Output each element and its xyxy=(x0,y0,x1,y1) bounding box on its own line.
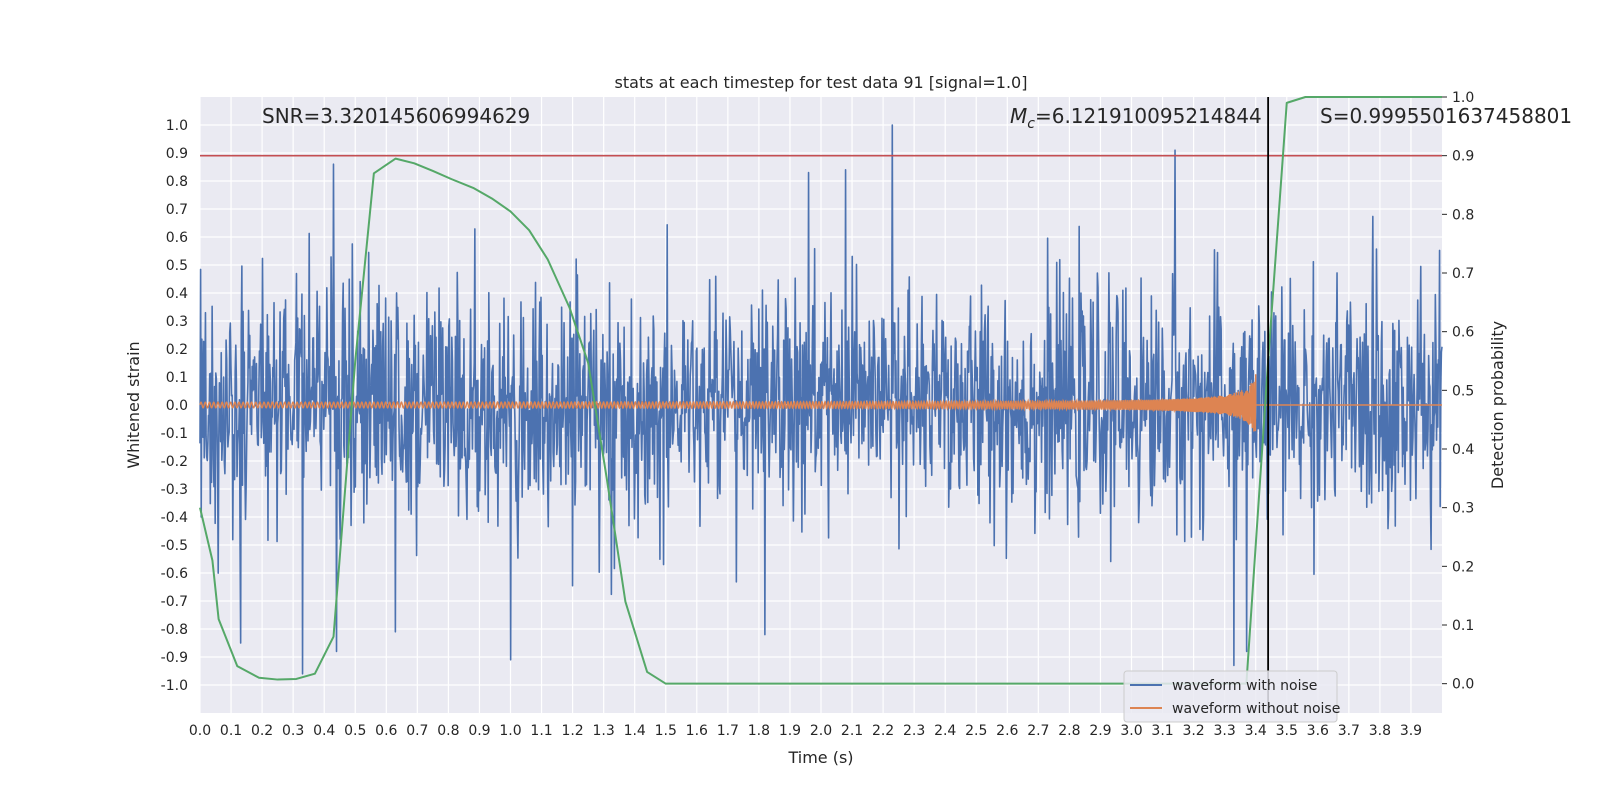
x-tick-label: 2.6 xyxy=(996,723,1018,739)
y-tick-label: -0.2 xyxy=(161,454,188,470)
x-tick-label: 2.4 xyxy=(934,723,956,739)
legend-box xyxy=(1123,670,1338,723)
x-tick-label: 0.7 xyxy=(406,723,428,739)
y2-tick-label: 0.6 xyxy=(1452,325,1474,341)
x-tick-label: 2.2 xyxy=(872,723,894,739)
mc-subscript: c xyxy=(1027,116,1035,132)
series-waveform-without-noise xyxy=(199,374,1442,432)
x-tick-label: 3.8 xyxy=(1369,723,1391,739)
x-tick-label: 2.0 xyxy=(810,723,832,739)
s-annotation: S=0.9995501637458801 xyxy=(1320,104,1572,128)
series-detection-probability xyxy=(199,96,1442,685)
axis-layer: 0.0 0.1 0.2 0.3 0.4 0.5 0.6 0.7 0.8 0.9 1.0 1.1 1.2 1… xyxy=(161,90,1475,739)
y2-tick-label: 0.2 xyxy=(1452,559,1474,575)
y-tick-label: -0.1 xyxy=(161,426,188,442)
y-tick-label: 0.6 xyxy=(166,230,188,246)
mc-annotation: Mc=6.121910095214844 xyxy=(1010,104,1262,132)
y-tick-label: 0.0 xyxy=(166,398,188,414)
x-tick-label: 1.7 xyxy=(717,723,739,739)
x-tick-label: 0.6 xyxy=(375,723,397,739)
x-tick-label: 3.4 xyxy=(1245,723,1267,739)
x-tick-label: 0.8 xyxy=(437,723,459,739)
y-tick-label: -0.6 xyxy=(161,566,188,582)
y2-tick-label: 0.7 xyxy=(1452,266,1474,282)
y-tick-label: -0.3 xyxy=(161,482,188,498)
series-layer xyxy=(199,96,1443,713)
x-tick-label: 3.1 xyxy=(1151,723,1173,739)
y2-tick-label: 0.5 xyxy=(1452,383,1474,399)
x-tick-label: 1.3 xyxy=(593,723,615,739)
y2-tick-label: 0.8 xyxy=(1452,207,1474,223)
y-tick-label: 0.3 xyxy=(166,314,188,330)
x-tick-label: 2.9 xyxy=(1089,723,1111,739)
legend-label-without-noise: waveform without noise xyxy=(1172,701,1340,717)
y-tick-label: 0.1 xyxy=(166,370,188,386)
x-tick-label: 0.4 xyxy=(313,723,335,739)
x-tick-label: 0.9 xyxy=(468,723,490,739)
x-tick-label: 0.2 xyxy=(251,723,273,739)
mc-symbol: M xyxy=(1010,104,1027,128)
y-tick-label: -0.9 xyxy=(161,650,188,666)
x-tick-label: 3.6 xyxy=(1307,723,1329,739)
legend: waveform with noise waveform without noi… xyxy=(1123,670,1340,723)
chart-title: stats at each timestep for test data 91 … xyxy=(615,73,1028,92)
x-axis-label: Time (s) xyxy=(787,748,853,767)
y-tick-label: -0.8 xyxy=(161,622,188,638)
y2-tick-label: 0.4 xyxy=(1452,442,1474,458)
x-tick-label: 0.0 xyxy=(189,723,211,739)
x-tick-label: 3.9 xyxy=(1400,723,1422,739)
y-tick-label: -1.0 xyxy=(161,678,188,694)
x-tick-label: 0.3 xyxy=(282,723,304,739)
x-tick-label: 0.1 xyxy=(220,723,242,739)
y-tick-label: 0.4 xyxy=(166,286,188,302)
x-tick-label: 1.1 xyxy=(530,723,552,739)
y-tick-label: -0.5 xyxy=(161,538,188,554)
x-tick-label: 1.9 xyxy=(779,723,801,739)
y-tick-label: -0.4 xyxy=(161,510,188,526)
mc-value: =6.121910095214844 xyxy=(1035,104,1262,128)
x-tick-label: 1.0 xyxy=(499,723,521,739)
y-tick-label: 0.8 xyxy=(166,174,188,190)
x-tick-label: 1.8 xyxy=(748,723,770,739)
y2-tick-label: 0.0 xyxy=(1452,677,1474,693)
y2-tick-label: 1.0 xyxy=(1452,90,1474,106)
x-tick-label: 3.7 xyxy=(1338,723,1360,739)
x-tick-label: 2.5 xyxy=(965,723,987,739)
y2-tick-label: 0.9 xyxy=(1452,149,1474,165)
snr-annotation: SNR=3.320145606994629 xyxy=(262,104,530,128)
x-tick-label: 3.0 xyxy=(1120,723,1142,739)
y2-tick-label: 0.1 xyxy=(1452,618,1474,634)
x-tick-label: 2.8 xyxy=(1058,723,1080,739)
y-tick-label: 0.5 xyxy=(166,258,188,274)
series-waveform-with-noise xyxy=(199,124,1443,675)
x-tick-label: 2.1 xyxy=(841,723,863,739)
x-tick-label: 0.5 xyxy=(344,723,366,739)
x-tick-label: 3.3 xyxy=(1214,723,1236,739)
x-tick-label: 2.3 xyxy=(903,723,925,739)
y-tick-label: 0.7 xyxy=(166,202,188,218)
x-tick-label: 1.4 xyxy=(624,723,646,739)
y2-axis-label: Detection probability xyxy=(1488,321,1507,489)
x-tick-label: 1.5 xyxy=(655,723,677,739)
x-tick-label: 2.7 xyxy=(1027,723,1049,739)
y-tick-label: -0.7 xyxy=(161,594,188,610)
x-tick-label: 3.5 xyxy=(1276,723,1298,739)
y-tick-label: 0.9 xyxy=(166,146,188,162)
x-tick-label: 1.2 xyxy=(561,723,583,739)
x-tick-label: 1.6 xyxy=(686,723,708,739)
legend-label-with-noise: waveform with noise xyxy=(1172,678,1317,694)
y-tick-label: 1.0 xyxy=(166,118,188,134)
y-tick-label: 0.2 xyxy=(166,342,188,358)
x-tick-label: 3.2 xyxy=(1182,723,1204,739)
y2-tick-label: 0.3 xyxy=(1452,501,1474,517)
y-axis-label: Whitened strain xyxy=(124,341,143,468)
